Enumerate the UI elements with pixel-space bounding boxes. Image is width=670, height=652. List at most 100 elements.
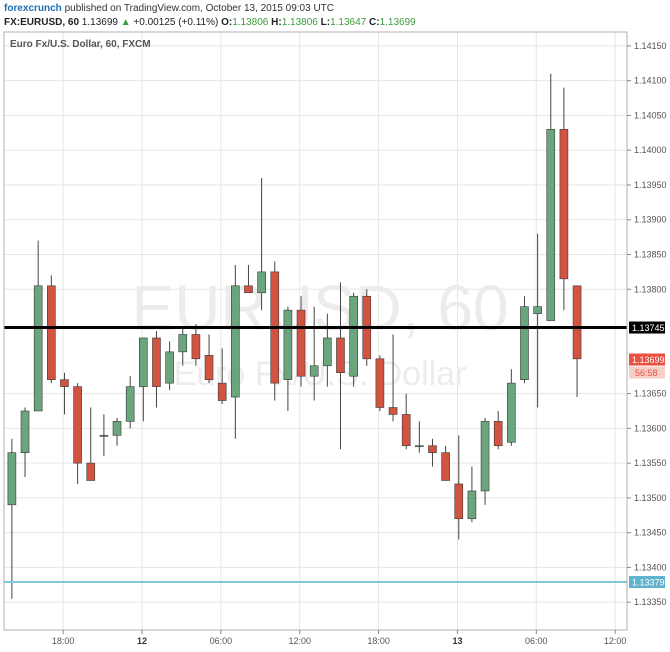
candle-up	[283, 306, 293, 411]
candle-body	[375, 358, 385, 408]
candle-up	[139, 337, 148, 422]
candle-body	[296, 309, 306, 377]
candle-up	[323, 313, 332, 387]
open-value: 1.13806	[232, 17, 269, 28]
open-label: O:	[221, 17, 233, 28]
change-arrow-icon: ▲	[120, 17, 131, 28]
candle-body	[139, 337, 148, 387]
candle-body	[533, 306, 542, 314]
candle-body	[454, 483, 464, 520]
candle-down	[244, 264, 253, 294]
candle-body	[191, 334, 201, 360]
candle-down	[86, 407, 96, 481]
candle-body	[493, 421, 503, 447]
candle-up	[415, 421, 424, 453]
candle-body	[428, 445, 437, 453]
y-tick-label: 1.13500	[634, 493, 667, 503]
y-tick-label: 1.14150	[634, 41, 667, 51]
candle-body	[99, 435, 109, 437]
candle-down	[336, 282, 345, 450]
candlestick-chart[interactable]: EURUSD, 60 Euro Fx/U.S. Dollar 1.141501.…	[0, 30, 670, 652]
x-tick-label: 12:00	[288, 636, 311, 646]
low-label: L:	[320, 17, 331, 28]
candle-body	[480, 421, 490, 492]
candle-body	[309, 365, 319, 377]
candle-down	[191, 324, 201, 366]
candle-up	[231, 264, 240, 439]
candle-up	[533, 233, 542, 408]
candle-body	[112, 421, 122, 436]
price-axis[interactable]: 1.14150 1.14100 1.14050 1.14000 1.13950 1.139…	[627, 41, 667, 607]
publish-info: published on TradingView.com, October 13…	[64, 3, 335, 14]
y-tick-label: 1.13850	[634, 250, 667, 260]
candle-body	[507, 382, 516, 443]
y-tick-label: 1.14100	[634, 76, 667, 86]
y-tick-label: 1.13450	[634, 528, 667, 538]
publisher-name[interactable]: forexcrunch	[4, 3, 62, 14]
candle-body	[349, 295, 358, 377]
candle-body	[47, 285, 56, 380]
candle-body	[7, 452, 17, 506]
candle-body	[546, 129, 556, 321]
level-price-tag-bg	[629, 321, 665, 334]
last-price: 1.13699	[81, 17, 118, 28]
candle-body	[257, 271, 266, 294]
y-tick-label: 1.13350	[634, 597, 667, 607]
level-price-tag-bg	[629, 576, 665, 589]
x-tick-label: 12	[137, 636, 147, 646]
last-price-tag-bg	[629, 353, 665, 366]
candle-body	[204, 355, 214, 380]
candle-down	[270, 261, 280, 401]
candle-up	[480, 417, 490, 505]
candle-down	[572, 285, 582, 398]
candle-up	[349, 292, 358, 387]
candle-body	[336, 337, 345, 374]
candle-body	[283, 309, 293, 380]
x-tick-label: 18:00	[367, 636, 390, 646]
y-tick-label: 1.13600	[634, 423, 667, 433]
candle-down	[296, 296, 306, 387]
candle-body	[467, 490, 477, 520]
candle-up	[178, 327, 188, 366]
chart-grid	[4, 32, 627, 630]
candle-up	[546, 73, 556, 321]
candle-down	[401, 393, 411, 450]
chart-title: Euro Fx/U.S. Dollar, 60, FXCM	[10, 39, 151, 50]
candle-down	[73, 383, 82, 484]
x-tick-label: 12:00	[604, 636, 627, 646]
candle-up	[467, 466, 477, 523]
plot-border	[3, 31, 628, 631]
candle-up	[520, 296, 529, 384]
candle-up	[7, 438, 17, 599]
candle-up	[309, 306, 319, 401]
low-value: 1.13647	[330, 17, 367, 28]
price-change: +0.00125 (+0.11%)	[133, 17, 219, 28]
candle-body	[152, 337, 161, 387]
y-tick-label: 1.13950	[634, 180, 667, 190]
candle-body	[244, 285, 253, 294]
candle-body	[231, 285, 240, 398]
candle-up	[33, 240, 43, 412]
time-axis[interactable]: 18:00 12 06:00 12:00 18:00 13 06:00 12:00	[52, 630, 627, 646]
candle-up	[99, 414, 109, 457]
candle-body	[60, 379, 69, 387]
x-tick-label: 18:00	[52, 636, 75, 646]
candle-down	[388, 334, 398, 422]
candle-down	[217, 348, 227, 405]
candle-body	[441, 452, 450, 481]
candle-up	[20, 407, 30, 478]
x-tick-label: 06:00	[525, 636, 548, 646]
candle-body	[33, 285, 43, 412]
candle-up	[257, 178, 266, 311]
y-tick-label: 1.13800	[634, 284, 667, 294]
y-tick-label: 1.13400	[634, 562, 667, 572]
candle-up	[125, 376, 135, 429]
candle-body	[86, 462, 96, 481]
x-tick-label: 06:00	[210, 636, 233, 646]
candle-body	[401, 414, 411, 447]
candle-body	[520, 306, 529, 380]
candle-down	[441, 445, 450, 481]
high-label: H:	[271, 17, 282, 28]
candle-body	[73, 386, 82, 464]
candle-body	[572, 285, 582, 360]
